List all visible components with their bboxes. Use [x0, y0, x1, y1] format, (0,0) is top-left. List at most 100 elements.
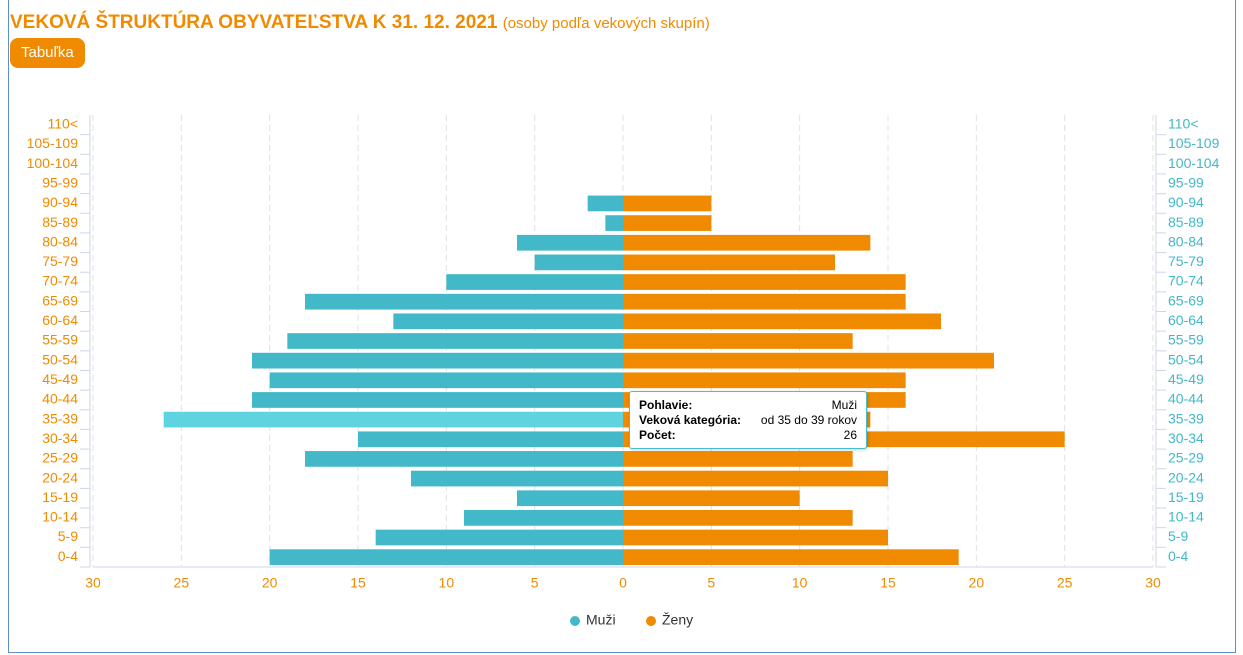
bar: [305, 293, 623, 310]
x-tick-label: 20: [262, 575, 278, 591]
y-tick-label-right: 100-104: [1168, 155, 1220, 171]
y-tick-label-left: 75-79: [42, 253, 78, 269]
tooltip-key: Veková kategória:: [639, 413, 742, 427]
bar: [623, 195, 712, 212]
tooltip-row: Pohlavie: Muži: [639, 398, 857, 413]
y-tick-label-left: 85-89: [42, 214, 78, 230]
bar: [623, 490, 800, 507]
x-tick-label: 5: [707, 575, 715, 591]
tooltip-value: 26: [843, 428, 857, 442]
y-tick-label-right: 95-99: [1168, 174, 1204, 190]
y-tick-label-left: 15-19: [42, 489, 78, 505]
y-tick-label-right: 55-59: [1168, 332, 1204, 348]
y-tick-label-right: 10-14: [1168, 509, 1204, 525]
x-tick-label: 30: [85, 575, 101, 591]
bar: [411, 470, 623, 487]
bar: [623, 529, 888, 546]
chart-title: VEKOVÁ ŠTRUKTÚRA OBYVATEĽSTVA K 31. 12. …: [10, 12, 498, 33]
y-tick-label-right: 20-24: [1168, 469, 1204, 485]
bar: [464, 510, 623, 526]
y-tick-label-left: 110<: [48, 116, 79, 132]
x-tick-label: 25: [1057, 575, 1073, 591]
y-tick-label-left: 50-54: [42, 351, 78, 367]
bar: [252, 392, 623, 408]
x-tick-label: 10: [439, 575, 455, 591]
bar: [305, 451, 623, 467]
bar: [517, 234, 623, 251]
bar: [623, 274, 906, 290]
legend-label: Muži: [586, 612, 616, 628]
y-tick-label-left: 30-34: [42, 430, 78, 446]
bar: [252, 352, 623, 369]
y-tick-label-right: 110<: [1168, 116, 1199, 132]
bar: [393, 313, 623, 330]
tooltip-row: Počet: 26: [639, 428, 857, 443]
y-tick-label-right: 65-69: [1168, 292, 1204, 308]
y-tick-label-right: 50-54: [1168, 351, 1204, 367]
bar: [269, 372, 623, 389]
y-tick-label-right: 90-94: [1168, 194, 1204, 210]
bar: [623, 234, 871, 251]
bar: [623, 313, 941, 330]
bar: [375, 529, 623, 546]
bar: [623, 510, 853, 526]
y-tick-label-right: 30-34: [1168, 430, 1204, 446]
y-tick-label-right: 25-29: [1168, 450, 1204, 466]
y-tick-label-left: 65-69: [42, 292, 78, 308]
y-tick-label-right: 75-79: [1168, 253, 1204, 269]
y-tick-label-left: 95-99: [42, 174, 78, 190]
frame: [8, 0, 1236, 653]
bar: [623, 372, 906, 389]
bar: [623, 451, 853, 467]
bar: [446, 274, 623, 290]
y-tick-label-right: 5-9: [1168, 528, 1188, 544]
bar: [587, 195, 623, 212]
tooltip-value: Muži: [831, 398, 857, 412]
x-tick-label: 15: [350, 575, 366, 591]
bar: [358, 431, 623, 448]
y-tick-label-left: 25-29: [42, 450, 78, 466]
legend-label: Ženy: [662, 612, 693, 628]
bar: [623, 215, 712, 231]
bar: [623, 470, 888, 487]
bar: [269, 549, 623, 566]
y-tick-label-right: 105-109: [1168, 135, 1220, 151]
x-tick-label: 25: [174, 575, 190, 591]
y-tick-label-left: 80-84: [42, 233, 78, 249]
y-tick-label-left: 70-74: [42, 273, 78, 289]
bar: [287, 333, 623, 349]
y-tick-label-left: 10-14: [42, 509, 78, 525]
y-tick-label-right: 70-74: [1168, 273, 1204, 289]
bar: [517, 490, 623, 507]
tooltip: Pohlavie: Muži Veková kategória: od 35 do 3…: [629, 391, 867, 449]
bar: [623, 549, 959, 566]
y-tick-label-right: 15-19: [1168, 489, 1204, 505]
table-button[interactable]: Tabuľka: [10, 38, 85, 68]
y-tick-label-left: 0-4: [58, 548, 78, 564]
y-tick-label-left: 100-104: [27, 155, 79, 171]
y-tick-label-left: 90-94: [42, 194, 78, 210]
bar: [623, 254, 835, 271]
legend-marker: [570, 616, 580, 626]
y-tick-label-left: 105-109: [27, 135, 79, 151]
y-tick-label-left: 40-44: [42, 391, 78, 407]
bar: [623, 293, 906, 310]
x-tick-label: 5: [531, 575, 539, 591]
x-tick-label: 15: [880, 575, 896, 591]
bar: [534, 254, 623, 271]
x-tick-label: 0: [619, 575, 627, 591]
bar: [605, 215, 623, 231]
y-tick-label-left: 20-24: [42, 469, 78, 485]
tooltip-key: Pohlavie:: [639, 398, 693, 412]
y-tick-label-right: 40-44: [1168, 391, 1204, 407]
x-tick-label: 30: [1145, 575, 1161, 591]
tooltip-value: od 35 do 39 rokov: [760, 413, 857, 427]
bar: [623, 333, 853, 349]
tooltip-row: Veková kategória: od 35 do 39 rokov: [639, 413, 857, 428]
bar: [163, 411, 623, 428]
y-tick-label-right: 85-89: [1168, 214, 1204, 230]
title-block: VEKOVÁ ŠTRUKTÚRA OBYVATEĽSTVA K 31. 12. …: [10, 12, 710, 34]
y-tick-label-right: 60-64: [1168, 312, 1204, 328]
chart-subtitle: (osoby podľa vekových skupín): [502, 15, 710, 32]
